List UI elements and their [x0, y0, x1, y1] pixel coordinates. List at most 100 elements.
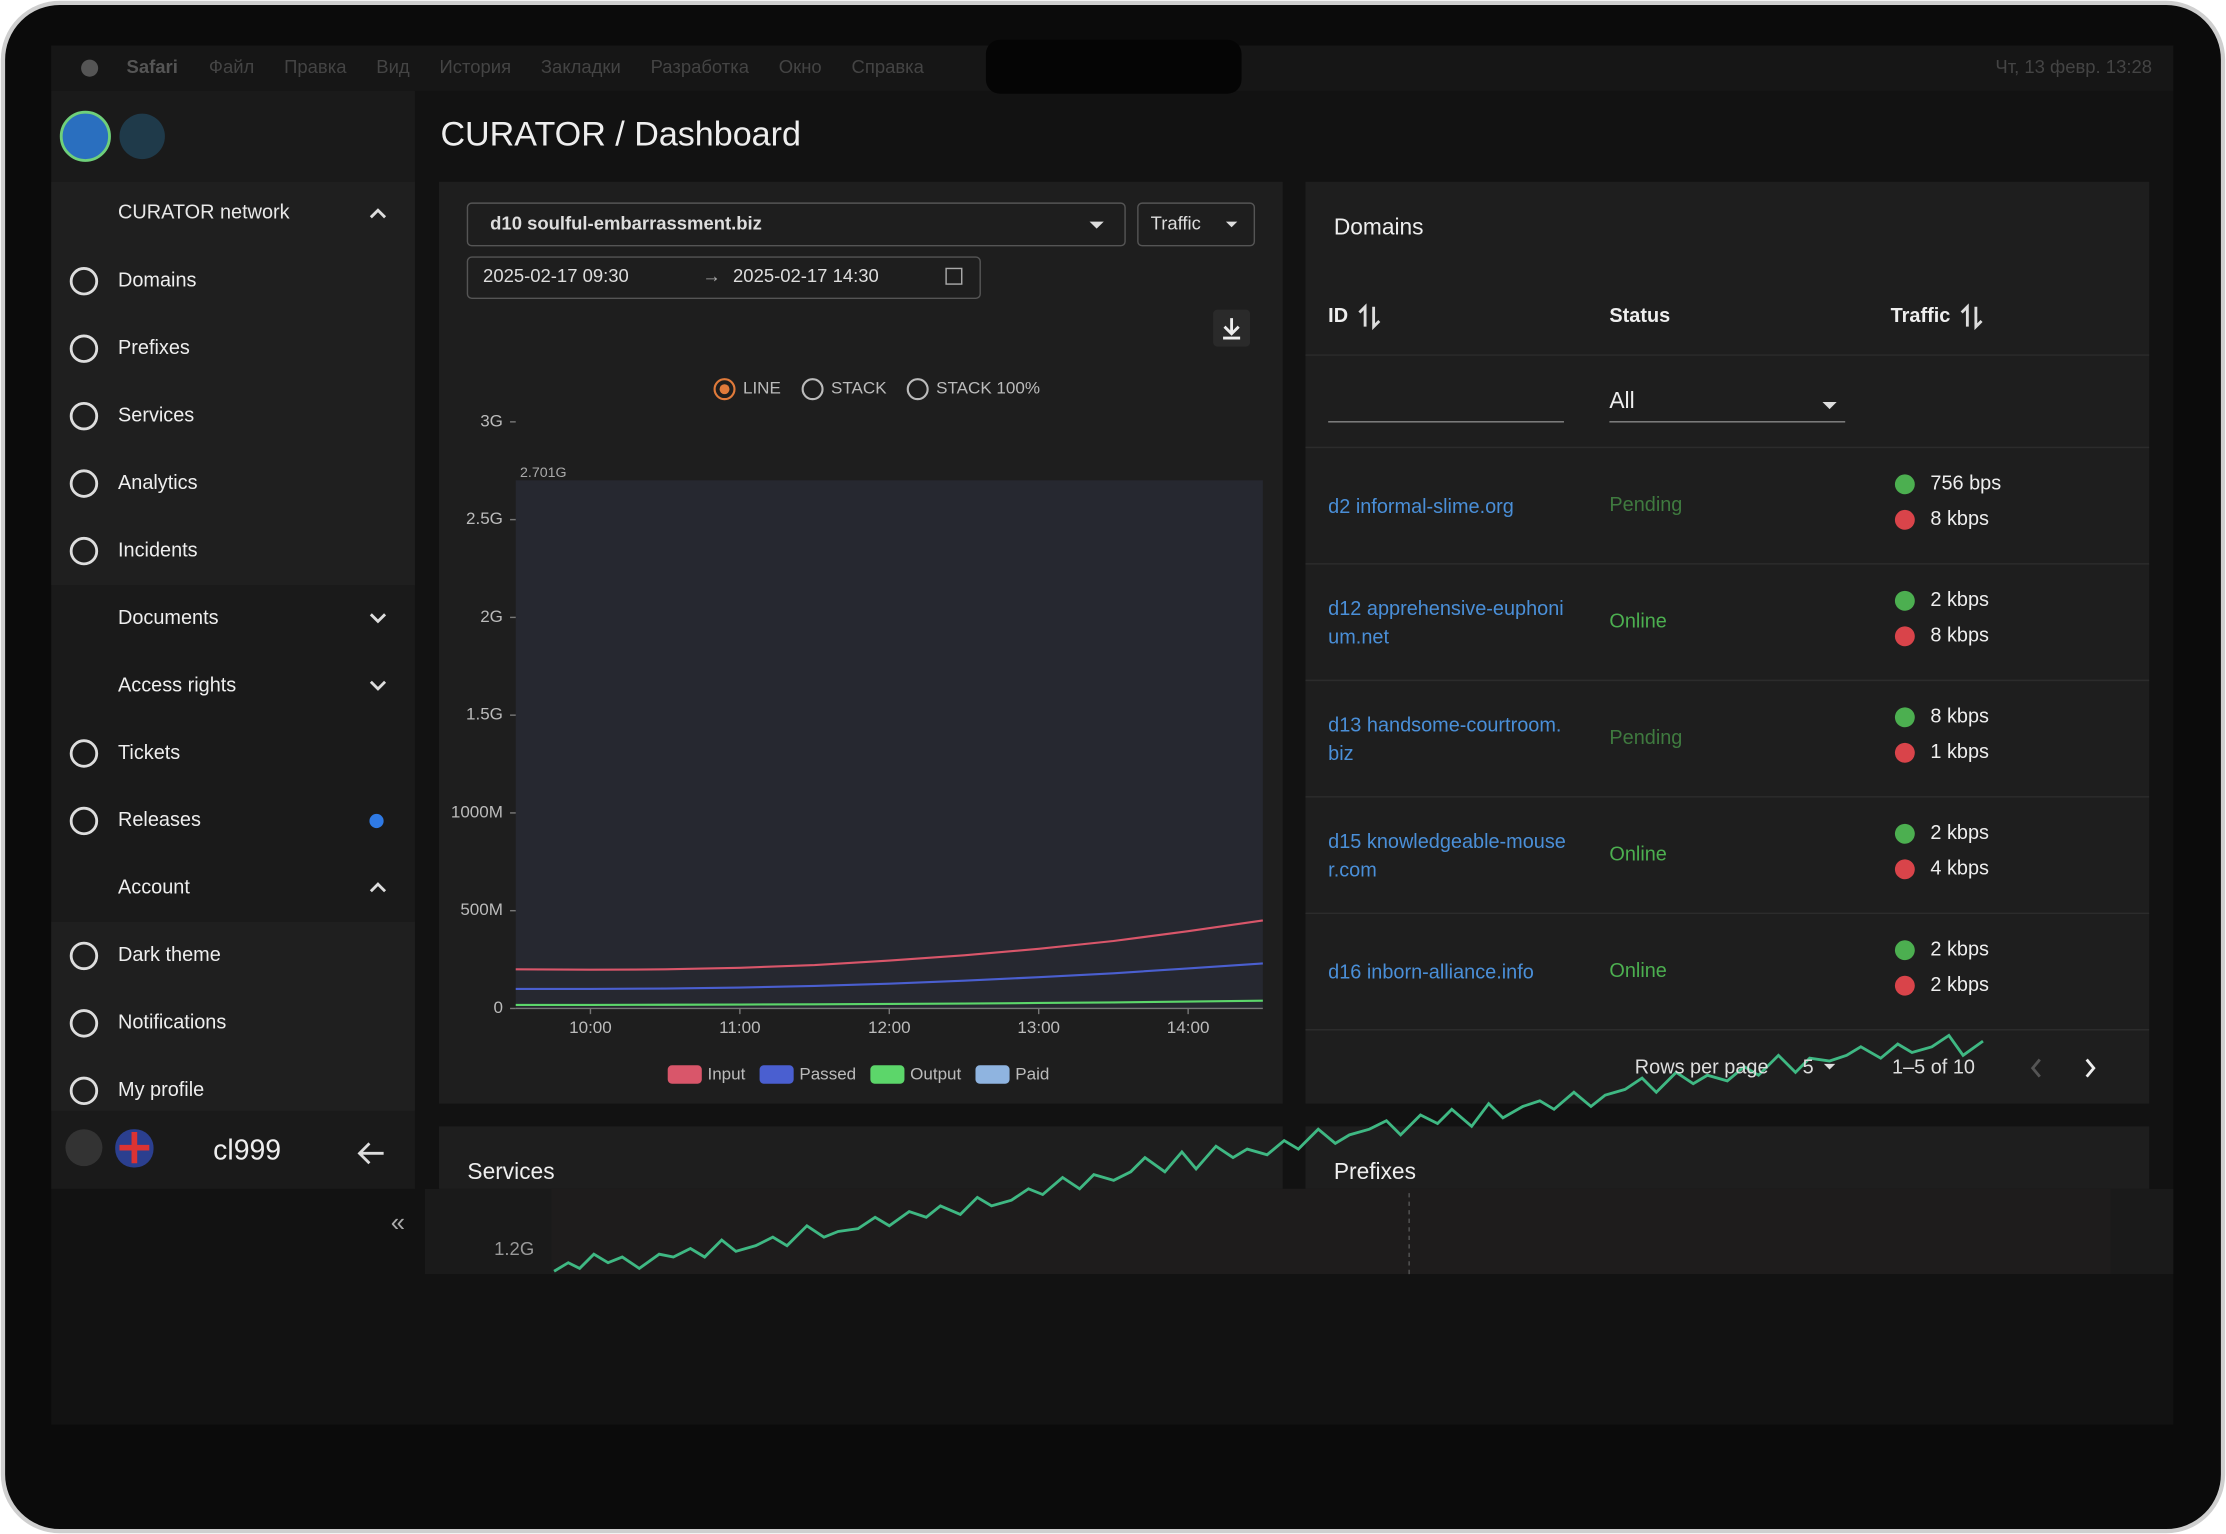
- y-tick-label: 2.5G: [466, 509, 503, 528]
- prefixes-card: [1305, 1126, 2150, 1189]
- menu-item[interactable]: Справка: [852, 56, 925, 77]
- rows-per-page[interactable]: 5: [1803, 1056, 1814, 1078]
- prev-page[interactable]: [2030, 1058, 2041, 1078]
- collapse[interactable]: «: [391, 1209, 405, 1237]
- legend-label[interactable]: Passed: [799, 1065, 856, 1084]
- legend-label[interactable]: Input: [707, 1065, 745, 1084]
- menu-item[interactable]: Закладки: [541, 56, 621, 77]
- traffic-up: 2 kbps: [1930, 822, 1989, 844]
- column-header[interactable]: ID: [1328, 305, 1348, 327]
- domain-link[interactable]: d2 informal-slime.org: [1328, 494, 1514, 518]
- menu-item[interactable]: Разработка: [651, 56, 750, 77]
- logo-alt[interactable]: [119, 113, 165, 160]
- domain-link[interactable]: d16 inborn-alliance.info: [1328, 960, 1534, 983]
- x-tick-label: 12:00: [868, 1018, 911, 1037]
- legend-swatch[interactable]: [667, 1065, 702, 1084]
- sidebar-group: [51, 181, 415, 586]
- traffic-up: 2 kbps: [1930, 938, 1989, 960]
- radio-label: STACK: [831, 379, 887, 398]
- nav-item[interactable]: Notifications: [118, 1012, 226, 1034]
- nav-icon: [69, 739, 99, 768]
- domain-status: Pending: [1609, 494, 1682, 516]
- next-page[interactable]: [2085, 1058, 2096, 1078]
- page-range: 1–5 of 10: [1892, 1056, 1975, 1078]
- legend-swatch[interactable]: [870, 1065, 905, 1084]
- nav-icon: [69, 806, 99, 836]
- nav-item[interactable]: Documents: [118, 607, 219, 629]
- domain-id-cell: d15 knowledgeable-mouser.com: [1328, 829, 1566, 881]
- y-tick-label: 500M: [460, 900, 503, 919]
- legend-label[interactable]: Paid: [1015, 1065, 1049, 1084]
- nav-icon: [69, 1009, 99, 1038]
- flag[interactable]: [65, 1129, 103, 1167]
- domain-select-value: d10 soulful-embarrassment.biz: [490, 212, 762, 233]
- menu-item[interactable]: Окно: [779, 56, 822, 77]
- nav-item[interactable]: Access rights: [118, 674, 236, 696]
- network-name[interactable]: CURATOR network: [118, 201, 290, 223]
- metric-select[interactable]: [1137, 202, 1256, 247]
- menu-item[interactable]: Файл: [209, 56, 254, 77]
- logo[interactable]: [59, 110, 111, 162]
- download-icon: [1894, 742, 1915, 763]
- download-icon: [1894, 859, 1915, 880]
- legend-swatch[interactable]: [759, 1065, 794, 1084]
- domain-link[interactable]: d12 apprehensive-euphonium.net: [1328, 596, 1564, 648]
- domains-title: Domains: [1334, 214, 1424, 240]
- series-line: [515, 919, 1264, 971]
- upload-icon: [1894, 590, 1915, 611]
- domain-select[interactable]: [466, 202, 1126, 247]
- nav-item[interactable]: Releases: [118, 809, 201, 831]
- y-tick-label: 0: [493, 998, 502, 1017]
- sort-icon[interactable]: [1960, 303, 1983, 331]
- domains-card: [1305, 181, 2150, 1104]
- nav-icon: [69, 536, 99, 566]
- nav-item[interactable]: Account: [118, 877, 190, 899]
- services-title: Services: [467, 1158, 554, 1184]
- sort-icon[interactable]: [1358, 303, 1381, 331]
- nav-item[interactable]: Dark theme: [118, 944, 221, 966]
- x-tick-label: 13:00: [1017, 1018, 1060, 1037]
- y-tick-label: 1000M: [451, 802, 503, 821]
- nav-icon: [69, 334, 99, 363]
- y-tick-label: 3G: [480, 411, 503, 430]
- legend-label[interactable]: Output: [910, 1065, 961, 1084]
- upload-icon: [1894, 823, 1915, 844]
- radio[interactable]: [801, 378, 824, 401]
- radio[interactable]: [906, 378, 929, 401]
- radio[interactable]: [713, 378, 736, 401]
- domain-id-cell: d12 apprehensive-euphonium.net: [1328, 596, 1564, 648]
- nav-item[interactable]: Incidents: [118, 539, 198, 561]
- traffic-down: 8 kbps: [1930, 508, 1989, 530]
- status-filter[interactable]: All: [1609, 387, 1634, 413]
- nav-item[interactable]: Analytics: [118, 472, 198, 494]
- domain-id-cell: d2 informal-slime.org: [1328, 494, 1514, 518]
- column-header[interactable]: Traffic: [1891, 305, 1951, 327]
- nav-item[interactable]: Services: [118, 404, 194, 426]
- traffic-down: 1 kbps: [1930, 741, 1989, 763]
- column-header[interactable]: Status: [1609, 305, 1670, 327]
- traffic-down: 2 kbps: [1930, 974, 1989, 996]
- nav-icon: [69, 401, 99, 431]
- nav-item[interactable]: Prefixes: [118, 337, 190, 359]
- download-icon: [1894, 975, 1915, 996]
- nav-item[interactable]: Tickets: [118, 742, 180, 764]
- domain-link[interactable]: d15 knowledgeable-mouser.com: [1328, 829, 1566, 881]
- domain-link[interactable]: d13 handsome-courtroom.biz: [1328, 713, 1562, 765]
- legend-swatch[interactable]: [975, 1065, 1010, 1084]
- menu-clock: Чт, 13 февр. 13:28: [1995, 56, 2152, 77]
- y-tick-label: 1.5G: [466, 705, 503, 724]
- menu-item[interactable]: История: [440, 56, 512, 77]
- traffic-up: 8 kbps: [1930, 706, 1989, 728]
- menu-item[interactable]: Правка: [284, 56, 347, 77]
- flag-cross: [119, 1132, 150, 1164]
- menu-item[interactable]: Вид: [376, 56, 410, 77]
- chevron: [369, 882, 387, 893]
- y-tick-label: 2G: [480, 607, 503, 626]
- calendar-icon[interactable]: [945, 267, 963, 285]
- nav-item[interactable]: My profile: [118, 1079, 204, 1101]
- date-range[interactable]: [466, 256, 981, 299]
- services-plot: [551, 1188, 2111, 1275]
- logout[interactable]: [357, 1142, 384, 1165]
- nav-item[interactable]: Domains: [118, 269, 196, 291]
